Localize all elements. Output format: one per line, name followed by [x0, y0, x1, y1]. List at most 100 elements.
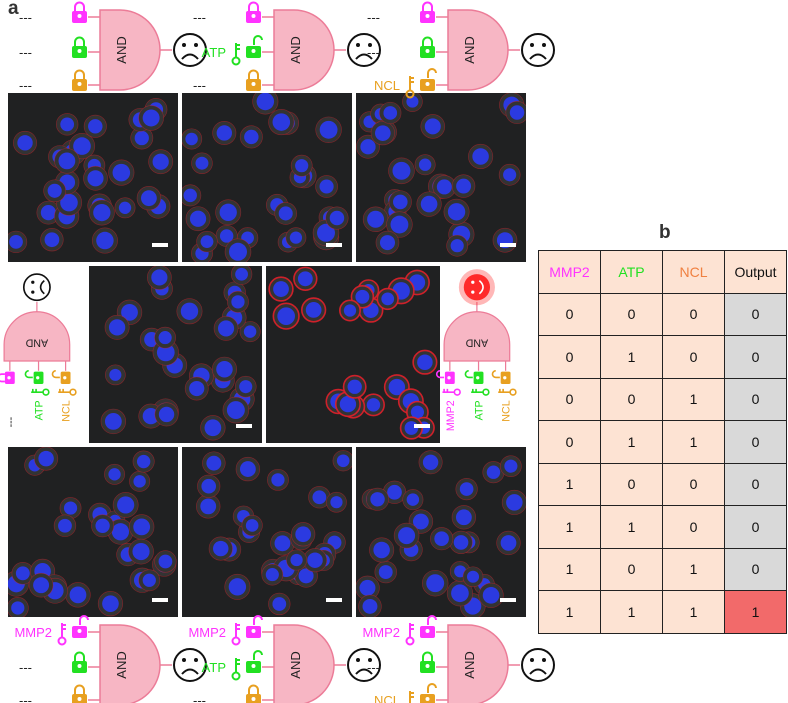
logic-gate-mmp2-ncl: MMP2 --- NCL AND: [362, 615, 555, 703]
nucleus: [204, 419, 222, 437]
unlocked-lock-icon: [72, 615, 89, 638]
nucleus: [277, 307, 295, 325]
nucleus: [336, 454, 350, 468]
nucleus: [412, 513, 429, 530]
nucleus: [231, 295, 245, 309]
nucleus: [118, 201, 132, 214]
nucleus: [60, 193, 78, 212]
table-cell: 1: [600, 505, 663, 549]
nucleus: [298, 568, 314, 584]
input-label: ---: [19, 10, 32, 25]
micrograph-4: [89, 266, 262, 443]
input-label: ---: [19, 45, 32, 60]
key-icon: [498, 388, 517, 396]
nucleus: [219, 203, 237, 221]
gate-label: AND: [114, 36, 129, 63]
unlocked-lock-icon: [246, 35, 263, 58]
nucleus: [417, 354, 433, 370]
header-ncl: NCL: [662, 250, 725, 294]
table-cell: 0: [538, 420, 601, 464]
nucleus: [383, 106, 398, 120]
key-icon: [409, 691, 414, 703]
lock-icon: [420, 36, 435, 58]
nucleus: [406, 493, 420, 506]
gate-label: AND: [25, 337, 48, 349]
input-label: ---: [367, 660, 380, 675]
table-cell: 0: [662, 292, 725, 336]
header-output: Output: [724, 250, 787, 294]
nucleus: [213, 540, 229, 557]
nucleus: [367, 210, 385, 228]
input-label: MMP2: [362, 625, 400, 640]
input-label: NCL: [61, 400, 73, 421]
nucleus: [109, 368, 122, 381]
gate-label: AND: [462, 651, 477, 678]
nucleus: [359, 579, 376, 596]
nucleus: [9, 235, 23, 249]
table-cell: 0: [724, 335, 787, 379]
nucleus: [343, 304, 357, 317]
nucleus: [141, 190, 157, 207]
nucleus: [216, 360, 233, 378]
nucleus: [274, 535, 291, 552]
table-cell: 0: [538, 292, 601, 336]
nucleus: [96, 231, 114, 250]
unlocked-lock-icon: [420, 68, 437, 91]
table-cell: 0: [662, 505, 725, 549]
nucleus: [418, 158, 432, 171]
nucleus: [392, 161, 411, 180]
header-atp: ATP: [600, 250, 663, 294]
table-cell: 1: [662, 420, 725, 464]
input-label: MMP2: [188, 625, 226, 640]
nucleus: [104, 413, 122, 430]
micrograph-1: [8, 93, 178, 262]
unlocked-lock-icon: [420, 615, 437, 638]
key-icon: [405, 623, 415, 646]
sad-face-icon: [22, 273, 51, 302]
table-cell: 0: [662, 462, 725, 506]
lock-icon: [246, 684, 261, 703]
input-label: ---: [19, 693, 32, 703]
nucleus: [58, 152, 76, 170]
nucleus: [278, 206, 293, 221]
nucleus: [218, 320, 235, 337]
nucleus: [73, 137, 91, 155]
nucleus: [195, 156, 209, 170]
happy-face-icon: [458, 269, 495, 306]
table-cell: 0: [538, 377, 601, 421]
table-cell: 1: [538, 590, 601, 634]
nucleus: [200, 235, 214, 249]
and-gate: [443, 311, 511, 362]
table-cell: 0: [724, 547, 787, 591]
unlocked-lock-icon: [246, 650, 263, 673]
logic-gate-atp: --- ATP --- AND: [193, 1, 381, 93]
table-cell: 1: [724, 590, 787, 634]
nucleus: [185, 132, 198, 146]
input-label: ---: [367, 10, 380, 25]
and-gate: [99, 9, 161, 91]
table-cell: 0: [600, 292, 663, 336]
input-label: ATP: [34, 400, 46, 420]
nucleus: [102, 595, 119, 612]
table-cell: 1: [662, 547, 725, 591]
nucleus: [142, 573, 156, 587]
scale-bar: [326, 598, 342, 602]
lock-icon: [72, 36, 87, 58]
nucleus: [295, 159, 309, 173]
unlocked-lock-icon: [420, 683, 437, 703]
nucleus: [459, 482, 474, 496]
nucleus: [58, 518, 72, 533]
nucleus: [289, 231, 303, 244]
key-icon: [57, 623, 67, 646]
nucleus: [451, 584, 469, 603]
sad-face-icon: [347, 33, 381, 67]
nucleus: [256, 93, 275, 111]
scale-bar: [414, 424, 430, 428]
nucleus: [366, 398, 381, 412]
nucleus: [317, 223, 335, 242]
nucleus: [436, 179, 452, 195]
